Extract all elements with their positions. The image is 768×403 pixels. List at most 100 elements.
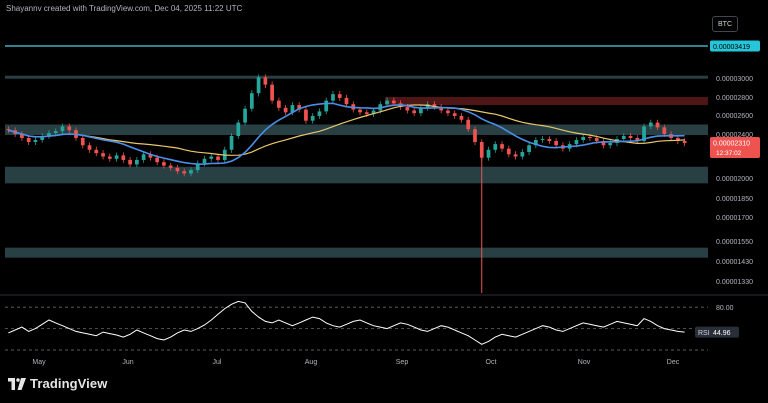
candle-body	[40, 136, 45, 140]
y-tick-label: 0.00001430	[716, 259, 753, 266]
candle-body	[446, 110, 450, 114]
candle-body	[675, 138, 680, 141]
x-axis-label: Dec	[667, 359, 680, 366]
zone-mid-band	[5, 124, 708, 135]
candle-body	[243, 108, 247, 123]
rsi-y-tick: 80.00	[716, 305, 734, 312]
candle-body	[533, 140, 538, 146]
x-axis-label: Aug	[305, 359, 318, 366]
candle-body	[216, 156, 220, 160]
candle-body	[419, 107, 423, 114]
zone-supply-zone	[385, 97, 708, 106]
y-tick-label: 0.00002600	[716, 113, 753, 120]
candle-body	[209, 156, 214, 159]
rsi-value-bg	[695, 326, 739, 338]
candle-body	[385, 100, 389, 105]
candle-body	[364, 112, 369, 115]
candle-body	[500, 144, 504, 149]
candle-body	[20, 134, 24, 138]
candle-body	[621, 136, 626, 139]
x-axis-label: Jun	[122, 359, 133, 366]
candle-body	[135, 159, 139, 165]
candle-body	[635, 138, 640, 141]
brand-logo: TradingView	[8, 376, 107, 391]
candle-body	[101, 153, 105, 157]
candle-body	[581, 137, 586, 140]
candle-body	[270, 84, 274, 101]
candle-body	[26, 138, 31, 142]
y-tick-label: 0.00001330	[716, 279, 753, 286]
ma-slow-line	[8, 104, 685, 156]
candle-body	[405, 106, 410, 111]
candle-body	[358, 109, 362, 113]
candle-body	[236, 122, 241, 136]
candle-body	[655, 122, 660, 128]
candle-body	[486, 149, 491, 158]
resistance-label: 0.00003419	[713, 44, 750, 51]
candle-body	[547, 139, 552, 141]
candle-body	[277, 100, 281, 108]
candle-body	[554, 141, 558, 146]
candle-body	[87, 145, 92, 150]
candle-body	[189, 170, 193, 174]
candle-body	[6, 129, 11, 131]
candle-body	[459, 115, 464, 120]
rsi-tag: RSI	[698, 330, 710, 337]
candle-body	[33, 140, 38, 142]
candle-body	[324, 100, 329, 112]
candle-body	[107, 156, 112, 159]
candle-body	[493, 144, 498, 150]
ma-fast-line	[8, 102, 685, 166]
y-tick-label: 0.00001550	[716, 239, 753, 246]
candle-body	[290, 105, 295, 113]
rsi-value-label: 44.96	[713, 330, 731, 337]
candle-body	[337, 94, 342, 98]
x-axis-label: Sep	[396, 359, 409, 366]
brand-name: TradingView	[30, 376, 108, 391]
candle-body	[412, 110, 416, 114]
resistance-label-bg	[710, 40, 760, 52]
candle-body	[175, 167, 180, 172]
candle-body	[304, 109, 308, 121]
candle-body	[452, 113, 457, 116]
candle-body	[148, 154, 153, 158]
y-tick-label: 0.00002000	[716, 176, 753, 183]
candle-body	[53, 131, 58, 134]
last-price-label: 0.00002310	[713, 141, 750, 148]
candle-body	[114, 155, 119, 159]
candle-body	[540, 139, 545, 140]
candle-body	[229, 136, 234, 150]
y-tick-label: 0.00002400	[716, 132, 753, 139]
symbol-label[interactable]: BTC	[712, 16, 738, 32]
x-axis-label: May	[32, 359, 46, 366]
candle-body	[648, 122, 653, 127]
candle-body	[344, 97, 349, 105]
candle-body	[662, 127, 667, 134]
candle-body	[94, 149, 99, 154]
candle-body	[371, 110, 376, 115]
candle-body	[283, 107, 288, 113]
zone-top-band	[5, 75, 708, 79]
candle-body	[331, 94, 335, 101]
candle-body	[601, 141, 606, 146]
candle-body	[642, 126, 646, 141]
candle-body	[310, 115, 315, 121]
candle-body	[195, 163, 200, 171]
candle-body	[506, 148, 511, 155]
candle-body	[67, 126, 72, 131]
y-tick-label: 0.00001700	[716, 215, 753, 222]
countdown-label: 12:37:02	[716, 150, 742, 157]
candle-body	[168, 165, 173, 168]
candle-body	[182, 171, 187, 174]
candle-body	[47, 133, 51, 136]
candle-body	[80, 138, 85, 146]
candle-body	[263, 77, 268, 85]
candle-body	[128, 159, 132, 165]
candle-body	[608, 143, 613, 146]
candle-body	[682, 141, 687, 143]
zone-low-band	[5, 247, 708, 258]
chart-attribution: Shayannv created with TradingView.com, D…	[6, 4, 243, 13]
candle-body	[202, 158, 207, 164]
candle-body	[155, 157, 160, 163]
